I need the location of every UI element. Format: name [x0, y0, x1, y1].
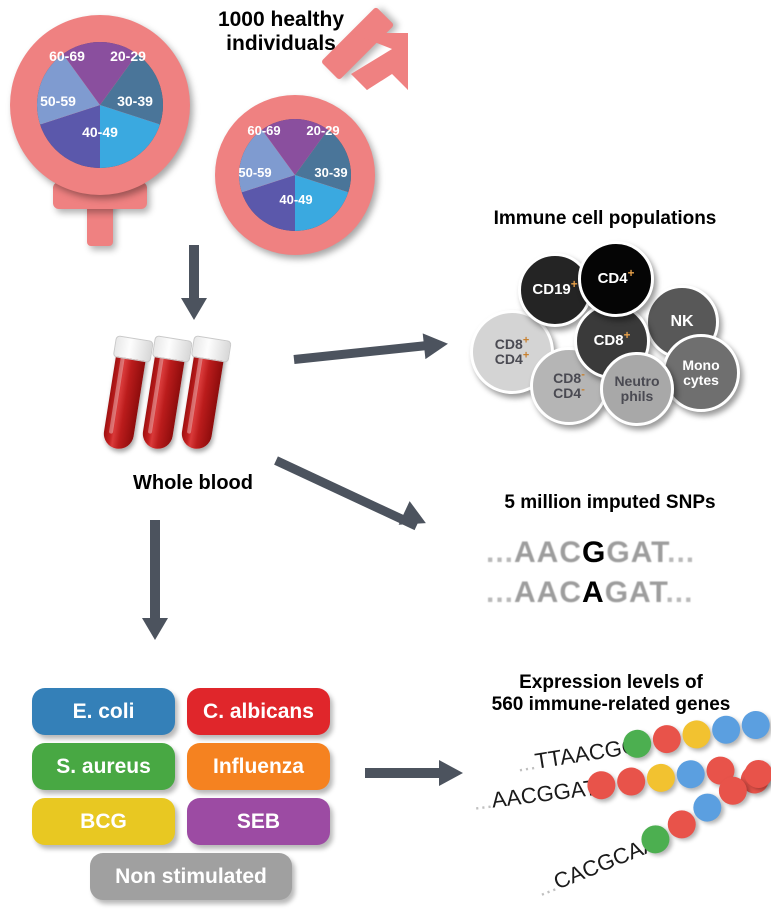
snp-postfix: GAT	[606, 536, 668, 569]
stimulus-bcg[interactable]: BCG	[32, 798, 175, 845]
female-pie-label-40-49: 40-49	[82, 124, 118, 140]
stimulus-label: E. coli	[72, 699, 135, 723]
cohort-title-line2: individuals	[226, 32, 336, 56]
stimulus-label: S. aureus	[56, 754, 151, 778]
cell-sup2: -	[581, 383, 585, 396]
cell-label-line1: NK	[670, 312, 694, 330]
stimulus-label: Non stimulated	[115, 864, 267, 888]
stimulus-label: C. albicans	[203, 699, 314, 723]
snp-sequence-row: ...AACAGAT...	[486, 576, 693, 610]
snp-sequence-row: ...AACGGAT...	[486, 536, 695, 570]
male-pie-label-60-69: 60-69	[247, 123, 281, 138]
cell-label-line1: CD19	[532, 281, 571, 299]
male-pie-label-50-59: 50-59	[238, 165, 272, 180]
cell-sup1: +	[522, 334, 530, 347]
snp-leading-dots: ...	[486, 576, 515, 609]
cohort-title-line1: 1000 healthy	[217, 8, 345, 31]
stimulus-influenza[interactable]: Influenza	[187, 743, 330, 790]
snp-prefix: AAC	[514, 536, 583, 569]
male-pie-label-20-29: 20-29	[306, 123, 340, 138]
strand-bead	[710, 713, 743, 746]
cell-label-line2: cytes	[683, 372, 719, 388]
strand-sequence: ...AACGGAT	[472, 775, 599, 816]
cell-sup1: -	[581, 368, 585, 381]
stimulus-seb[interactable]: SEB	[187, 798, 330, 845]
cell-label-line1: CD4	[597, 270, 628, 288]
cell-label-line2: phils	[620, 388, 654, 404]
stimulus-c-albicans[interactable]: C. albicans	[187, 688, 330, 735]
stimulus-non-stimulated[interactable]: Non stimulated	[90, 853, 292, 900]
snp-postfix: GAT	[604, 576, 666, 609]
cell-label-line1: CD8	[494, 336, 523, 353]
male-pie-label-30-39: 30-39	[314, 165, 348, 180]
cell-sup1: +	[627, 267, 635, 281]
whole-blood-label: Whole blood	[133, 472, 253, 494]
strand-bead	[680, 718, 713, 751]
immune-title: Immune cell populations	[493, 208, 717, 229]
cell-label-line1: CD8	[553, 370, 582, 387]
strand-bead	[650, 723, 683, 756]
cell-label-line1: CD8	[593, 332, 624, 350]
expression-title-line2: 560 immune-related genes	[491, 693, 731, 715]
snp-allele: A	[582, 576, 605, 609]
female-pie-label-60-69: 60-69	[49, 48, 85, 64]
expression-title: Expression levels of 560 immune-related …	[455, 672, 767, 716]
immune-cell-neutrophils: Neutro phils	[600, 352, 674, 426]
strand-bead	[675, 758, 707, 790]
cell-label-line1: Neutro	[614, 373, 660, 390]
snp-prefix: AAC	[514, 576, 583, 609]
stimulus-e-coli[interactable]: E. coli	[32, 688, 175, 735]
cell-sup2: +	[522, 349, 530, 362]
male-pie-label-40-49: 40-49	[279, 192, 313, 207]
snps-title: 5 million imputed SNPs	[504, 492, 716, 513]
stimulus-s-aureus[interactable]: S. aureus	[32, 743, 175, 790]
snp-leading-dots: ...	[486, 536, 515, 569]
cohort-title: 1000 healthy individuals	[176, 8, 386, 56]
snp-trailing-dots: ...	[665, 576, 694, 609]
immune-cell-monocytes: Mono cytes	[662, 334, 740, 412]
expression-title-line1: Expression levels of	[519, 672, 703, 693]
cell-label-line2: CD4	[494, 351, 523, 367]
strand-bead	[645, 762, 677, 794]
strand-bead	[615, 765, 647, 798]
snp-allele: G	[582, 536, 607, 569]
stimulus-label: Influenza	[212, 754, 304, 778]
stimulus-label: BCG	[80, 809, 127, 833]
cell-label-line2: CD4	[553, 385, 582, 401]
cell-sup1: +	[570, 278, 578, 292]
female-pie-label-20-29: 20-29	[110, 48, 146, 64]
snp-trailing-dots: ...	[667, 536, 696, 569]
strand-letters: AACGGAT	[490, 774, 599, 813]
cell-sup1: +	[623, 329, 631, 343]
female-pie-label-30-39: 30-39	[117, 93, 153, 109]
immune-cell-cd4pos: CD4+	[578, 241, 654, 317]
cell-label-line1: Mono	[682, 357, 720, 374]
stimulus-label: SEB	[236, 809, 281, 833]
female-pie-label-50-59: 50-59	[40, 93, 76, 109]
